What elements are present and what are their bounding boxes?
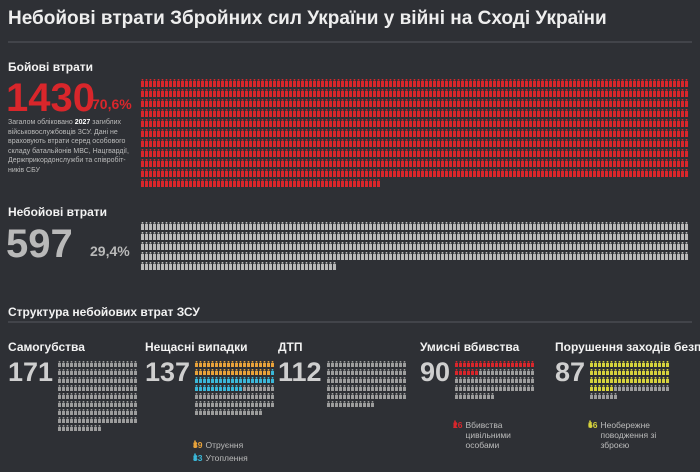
legend-icon: [193, 453, 197, 461]
legend-item: 26 Вбивства цивільними особами: [453, 420, 525, 450]
noncombat-count: 597: [6, 222, 73, 266]
noncombat-label: Небойові втрати: [8, 205, 108, 219]
icon-group: [141, 222, 688, 270]
combat-note: Загалом обліковано 2027 загиблих військо…: [8, 118, 136, 175]
icon-group: [58, 361, 137, 431]
icon-group-sub: [590, 361, 669, 391]
note-text: загиблих військовослужбовців ЗСУ. Дані н…: [8, 119, 129, 174]
category-label: Порушення заходів безпеки: [555, 340, 700, 354]
icon-group-sub: [455, 361, 534, 375]
category-count: 112: [278, 357, 322, 387]
legend-icon: [588, 420, 592, 428]
noncombat-percent: 29,4%: [90, 243, 130, 259]
legend-swatch: [453, 420, 457, 428]
note-text: Загалом обліковано: [8, 119, 75, 126]
icon-group-sub: [195, 361, 274, 375]
category-label: ДТП: [278, 340, 303, 354]
category-label: Самогубства: [8, 340, 85, 354]
legend-count: 66: [588, 420, 598, 430]
structure-title: Структура небойових втрат ЗСУ: [8, 305, 200, 319]
legend-item: 39 Отруєння: [193, 440, 265, 450]
category-label: Нещасні випадки: [145, 340, 248, 354]
category-count: 87: [555, 357, 586, 387]
legend-count: 33: [193, 453, 203, 463]
category-count: 90: [420, 357, 451, 387]
title: Небойові втрати Збройних сил України у в…: [8, 8, 607, 29]
legend-swatch: [193, 453, 197, 461]
category-label: Умисні вбивства: [420, 340, 520, 354]
legend-swatch: [588, 420, 592, 428]
icon-group: [590, 385, 669, 399]
legend-count: 39: [193, 440, 203, 450]
legend-label: Утоплення: [205, 453, 248, 463]
icon-group: [327, 361, 406, 407]
legend-label: Необережне поводження зі зброєю: [600, 420, 657, 450]
icon-group: [455, 369, 534, 399]
legend-label: Отруєння: [205, 440, 244, 450]
combat-label: Бойові втрати: [8, 60, 94, 74]
legend-item: 66 Необережне поводження зі зброєю: [588, 420, 660, 450]
category-count: 137: [145, 357, 191, 387]
icon-group: [141, 79, 688, 187]
icon-group: [195, 385, 274, 415]
legend-icon: [453, 420, 457, 428]
legend-icon: [193, 440, 197, 448]
category-count: 171: [8, 357, 54, 387]
legend-count: 26: [453, 420, 463, 430]
icon-group-sub: [195, 369, 274, 391]
legend-label: Вбивства цивільними особами: [465, 420, 511, 450]
legend-item: 33 Утоплення: [193, 453, 265, 463]
legend-swatch: [193, 440, 197, 448]
combat-count: 1430: [6, 76, 95, 120]
combat-percent: 70,6%: [92, 96, 132, 112]
note-number: 2027: [74, 119, 91, 126]
